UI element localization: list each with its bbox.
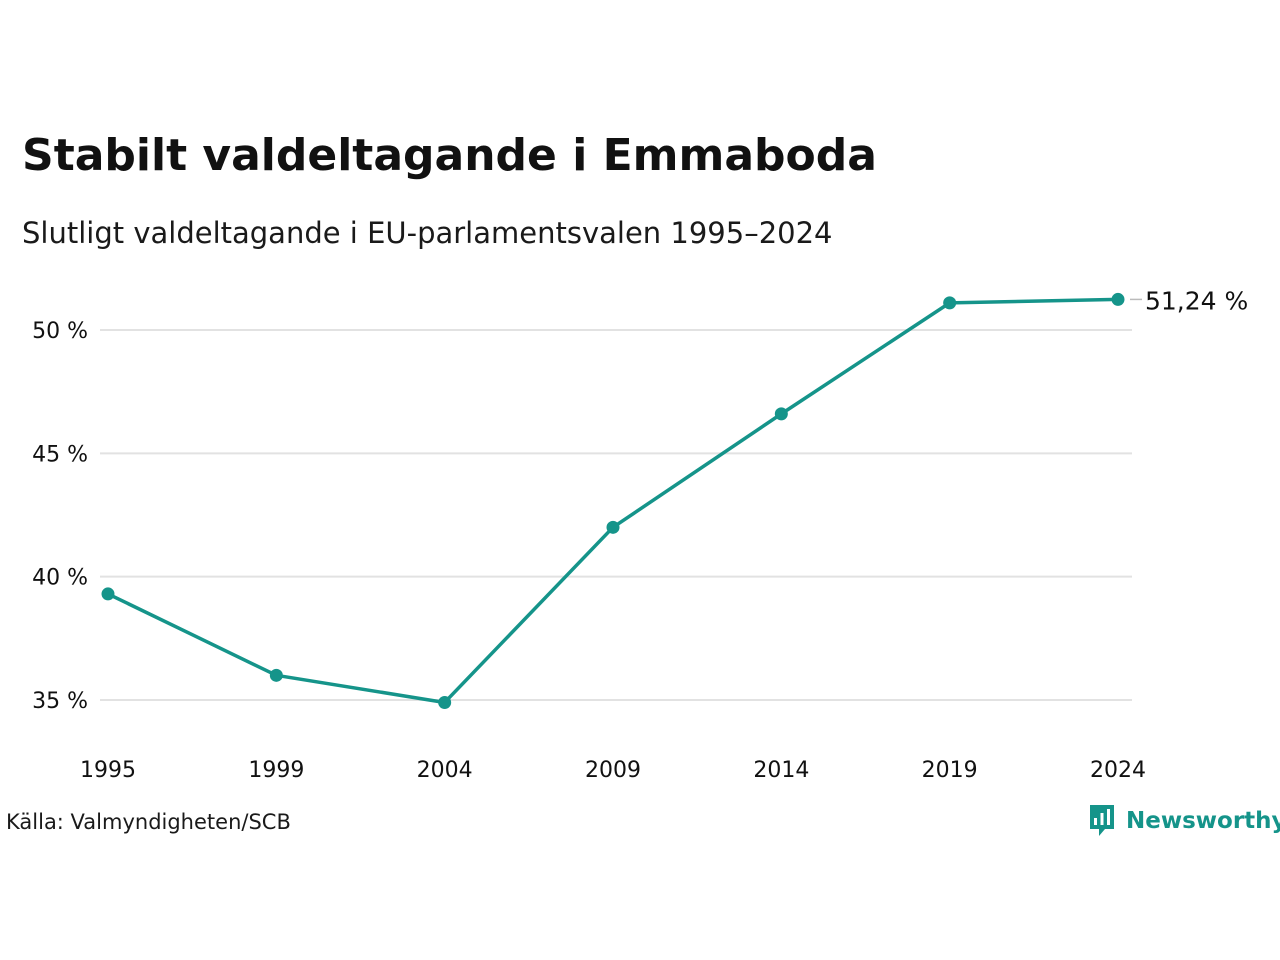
end-label-group: 51,24 % xyxy=(1130,286,1248,315)
data-point-2009 xyxy=(606,520,620,534)
brand-name: Newsworthy xyxy=(1126,808,1280,834)
brand-logo: Newsworthy xyxy=(1088,803,1280,839)
x-tick-label-2019: 2019 xyxy=(922,758,978,783)
y-tick-label-50: 50 % xyxy=(32,319,88,344)
y-tick-label-45: 45 % xyxy=(32,442,88,467)
bar-chart-speech-bubble-icon xyxy=(1090,805,1114,836)
chart-title: Stabilt valdeltagande i Emmaboda xyxy=(22,130,877,181)
x-tick-label-2024: 2024 xyxy=(1090,758,1146,783)
data-point-1995 xyxy=(101,587,115,601)
x-tick-label-1999: 1999 xyxy=(248,758,304,783)
gridlines xyxy=(100,329,1132,701)
line-chart: 35 % 40 % 45 % 50 % 1995 1999 2004 2009 2014 201… xyxy=(32,286,1248,783)
data-point-1999 xyxy=(269,668,283,682)
end-value-label: 51,24 % xyxy=(1145,286,1248,315)
data-point-2014 xyxy=(774,407,788,421)
data-point-2004 xyxy=(438,695,452,709)
x-axis-tick-labels: 1995 1999 2004 2009 2014 2019 2024 xyxy=(80,758,1146,783)
series-line-group xyxy=(101,292,1125,709)
x-tick-label-2014: 2014 xyxy=(753,758,809,783)
data-point-2024 xyxy=(1111,292,1125,306)
source-note: Källa: Valmyndigheten/SCB xyxy=(6,810,291,834)
x-tick-label-1995: 1995 xyxy=(80,758,136,783)
x-tick-label-2004: 2004 xyxy=(417,758,473,783)
series-line xyxy=(106,297,1120,705)
y-axis-tick-labels: 35 % 40 % 45 % 50 % xyxy=(32,319,88,714)
data-point-2019 xyxy=(943,296,957,310)
y-tick-label-35: 35 % xyxy=(32,689,88,714)
chart-subtitle: Slutligt valdeltagande i EU-parlamentsva… xyxy=(22,216,833,250)
x-tick-label-2009: 2009 xyxy=(585,758,641,783)
y-tick-label-40: 40 % xyxy=(32,566,88,591)
